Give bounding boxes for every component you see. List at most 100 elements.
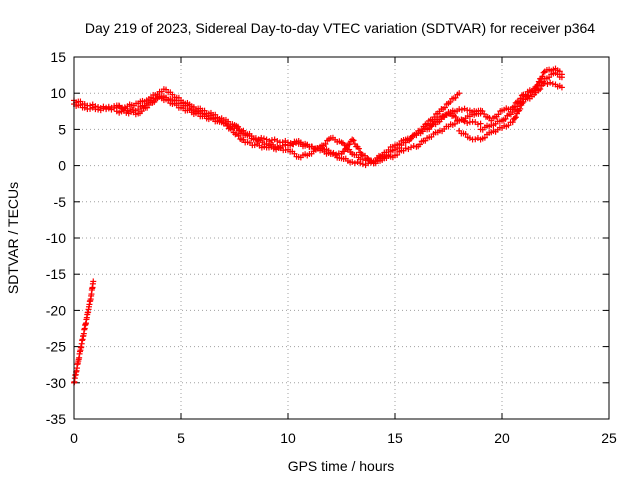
data-point	[456, 106, 463, 113]
data-point	[447, 98, 454, 105]
data-point	[274, 137, 281, 144]
data-point	[481, 134, 488, 141]
y-tick-label: -5	[54, 194, 67, 210]
data-point	[558, 84, 565, 91]
x-tick-labels: 0 5 10 15 20 25	[70, 430, 617, 446]
data-point	[333, 151, 340, 158]
data-point	[260, 135, 267, 142]
y-tick-label: -30	[46, 375, 66, 391]
chart-title: Day 219 of 2023, Sidereal Day-to-day VTE…	[85, 20, 595, 36]
data-point	[549, 80, 556, 87]
data-point	[408, 144, 415, 151]
data-point	[282, 141, 289, 148]
data-point	[105, 103, 112, 110]
data-point	[477, 120, 484, 127]
x-tick-label: 20	[494, 430, 510, 446]
data-point	[534, 82, 541, 89]
data-point	[537, 86, 544, 93]
x-tick-label: 10	[280, 430, 296, 446]
data-point	[349, 158, 356, 165]
data-point	[335, 150, 342, 157]
data-point	[342, 146, 349, 153]
x-tick-label: 0	[70, 430, 78, 446]
data-point	[346, 141, 353, 148]
data-point	[540, 69, 547, 76]
data-point	[474, 121, 481, 128]
data-point	[235, 132, 242, 139]
data-point	[556, 68, 563, 75]
data-point	[438, 116, 445, 123]
data-point	[151, 99, 158, 106]
y-tick-labels: 15 10 5 0 -5 -10 -15 -20 -25 -30 -35	[46, 49, 66, 427]
x-tick-label: 25	[601, 430, 617, 446]
y-tick-label: 10	[50, 85, 66, 101]
data-point	[350, 137, 357, 144]
data-point	[92, 103, 99, 110]
data-point	[351, 160, 358, 167]
data-point	[495, 111, 502, 118]
data-point	[525, 92, 532, 99]
x-tick-label: 5	[177, 430, 185, 446]
data-point	[103, 104, 110, 111]
data-point	[359, 161, 366, 168]
data-point	[419, 128, 426, 135]
data-point	[90, 278, 97, 285]
data-point	[502, 115, 509, 122]
data-point	[452, 113, 459, 120]
data-point	[512, 114, 519, 121]
data-point	[229, 126, 236, 133]
y-tick-label: 15	[50, 49, 66, 65]
y-tick-label: -35	[46, 411, 66, 427]
data-point	[127, 106, 134, 113]
data-point	[394, 151, 401, 158]
grid-lines	[74, 57, 609, 419]
x-tick-label: 15	[387, 430, 403, 446]
data-point	[511, 115, 518, 122]
data-point	[547, 79, 554, 86]
data-point	[452, 94, 459, 101]
data-point	[558, 71, 565, 78]
y-tick-label: -25	[46, 339, 66, 355]
data-point	[358, 151, 365, 158]
data-point	[541, 80, 548, 87]
data-point	[95, 104, 102, 111]
data-point	[466, 135, 473, 142]
data-point	[351, 140, 358, 147]
y-tick-label: -15	[46, 266, 66, 282]
y-tick-label: 5	[58, 121, 66, 137]
data-point	[441, 104, 448, 111]
data-point	[343, 142, 350, 149]
data-point	[531, 87, 538, 94]
data-point	[100, 103, 107, 110]
data-point	[349, 136, 356, 143]
data-point	[97, 105, 104, 112]
plot-frame	[73, 56, 610, 420]
data-point	[539, 73, 546, 80]
data-point	[462, 131, 469, 138]
data-point	[513, 110, 520, 117]
y-axis-label: SDTVAR / TECUs	[5, 182, 21, 294]
data-point	[456, 90, 463, 97]
data-point	[355, 145, 362, 152]
y-tick-label: -20	[46, 302, 66, 318]
data-point	[138, 108, 145, 115]
data-point	[514, 103, 521, 110]
data-point	[354, 158, 361, 165]
data-point	[535, 78, 542, 85]
data-point	[274, 143, 281, 150]
data-points	[71, 65, 565, 386]
data-point	[87, 102, 94, 109]
y-tick-label: -10	[46, 230, 66, 246]
data-point	[533, 83, 540, 90]
data-point	[402, 145, 409, 152]
data-point	[544, 80, 551, 87]
x-axis-label: GPS time / hours	[288, 458, 395, 474]
data-point	[464, 119, 471, 126]
data-point	[458, 106, 465, 113]
data-point	[509, 119, 516, 126]
data-point	[416, 141, 423, 148]
y-tick-label: 0	[58, 158, 66, 174]
data-point	[322, 141, 329, 148]
data-point	[472, 136, 479, 143]
